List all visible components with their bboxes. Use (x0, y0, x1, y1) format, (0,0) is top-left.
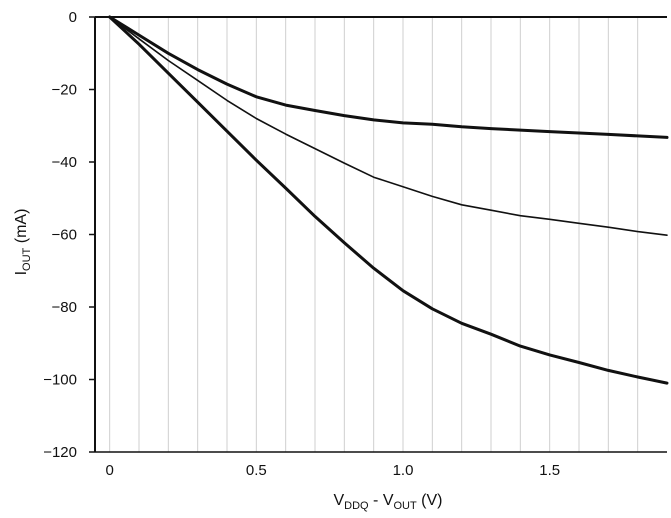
series-line-1 (108, 15, 669, 139)
x-tick-label: 0.5 (246, 462, 267, 479)
grid-lines (109, 17, 639, 452)
axes (89, 16, 667, 453)
y-tick-label: −80 (52, 299, 77, 316)
x-tick-label: 0 (105, 462, 113, 479)
series-line-2 (108, 16, 668, 236)
series-lines (108, 15, 669, 385)
x-tick-label: 1.0 (393, 462, 414, 479)
series-line-3 (108, 15, 669, 385)
y-axis-title: IOUT (mA) (13, 209, 33, 276)
y-tick-label: −40 (52, 154, 77, 171)
x-axis-title: VDDQ - VOUT (V) (333, 492, 442, 512)
y-tick-label: −120 (43, 444, 77, 461)
y-tick-label: 0 (69, 9, 77, 26)
y-tick-label: −60 (52, 227, 77, 244)
tick-labels: 0 −20 −40 −60 −80 −100 −120 0 0.5 1.0 1.5 (43, 9, 560, 479)
y-tick-label: −100 (43, 372, 77, 389)
x-tick-label: 1.5 (539, 462, 560, 479)
y-tick-label: −20 (52, 82, 77, 99)
